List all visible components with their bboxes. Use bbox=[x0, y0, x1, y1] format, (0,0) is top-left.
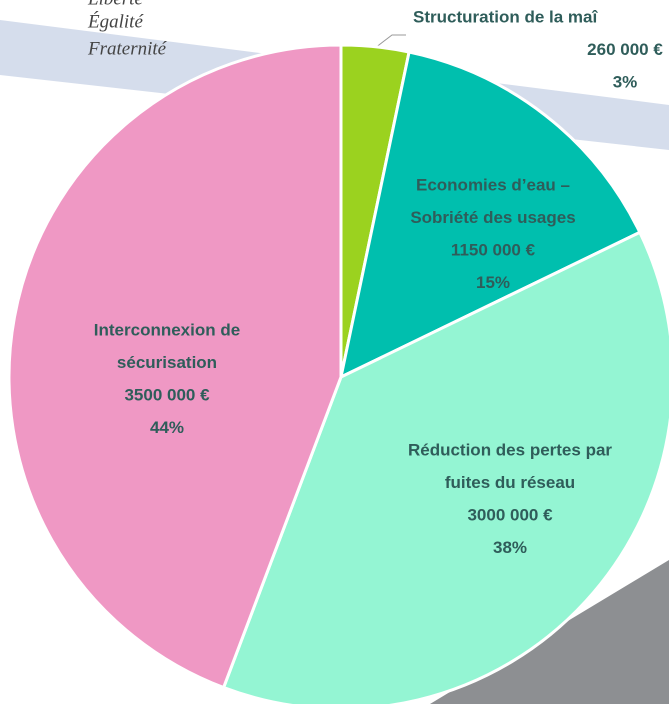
chart: Liberté Égalité Fraternité Structuration… bbox=[0, 0, 669, 704]
value-label: 1150 000 € bbox=[451, 240, 536, 259]
category-label: Structuration de la maî bbox=[413, 7, 598, 26]
category-label: Réduction des pertes par bbox=[408, 440, 612, 459]
logo-text: Fraternité bbox=[87, 38, 168, 59]
percent-label: 38% bbox=[493, 538, 527, 557]
value-label: 260 000 € bbox=[587, 40, 663, 59]
percent-label: 15% bbox=[476, 273, 510, 292]
logo-text: Liberté bbox=[87, 0, 144, 9]
logo-text: Égalité bbox=[87, 10, 144, 32]
category-label: Economies d’eau – bbox=[416, 175, 570, 194]
value-label: 3000 000 € bbox=[467, 505, 553, 524]
category-label: Interconnexion de bbox=[94, 320, 240, 339]
pie bbox=[9, 45, 669, 704]
category-label: Sobriété des usages bbox=[410, 208, 575, 227]
category-label: sécurisation bbox=[117, 353, 217, 372]
percent-label: 3% bbox=[613, 72, 638, 91]
value-label: 3500 000 € bbox=[124, 385, 210, 404]
category-label: fuites du réseau bbox=[445, 473, 575, 492]
percent-label: 44% bbox=[150, 418, 184, 437]
